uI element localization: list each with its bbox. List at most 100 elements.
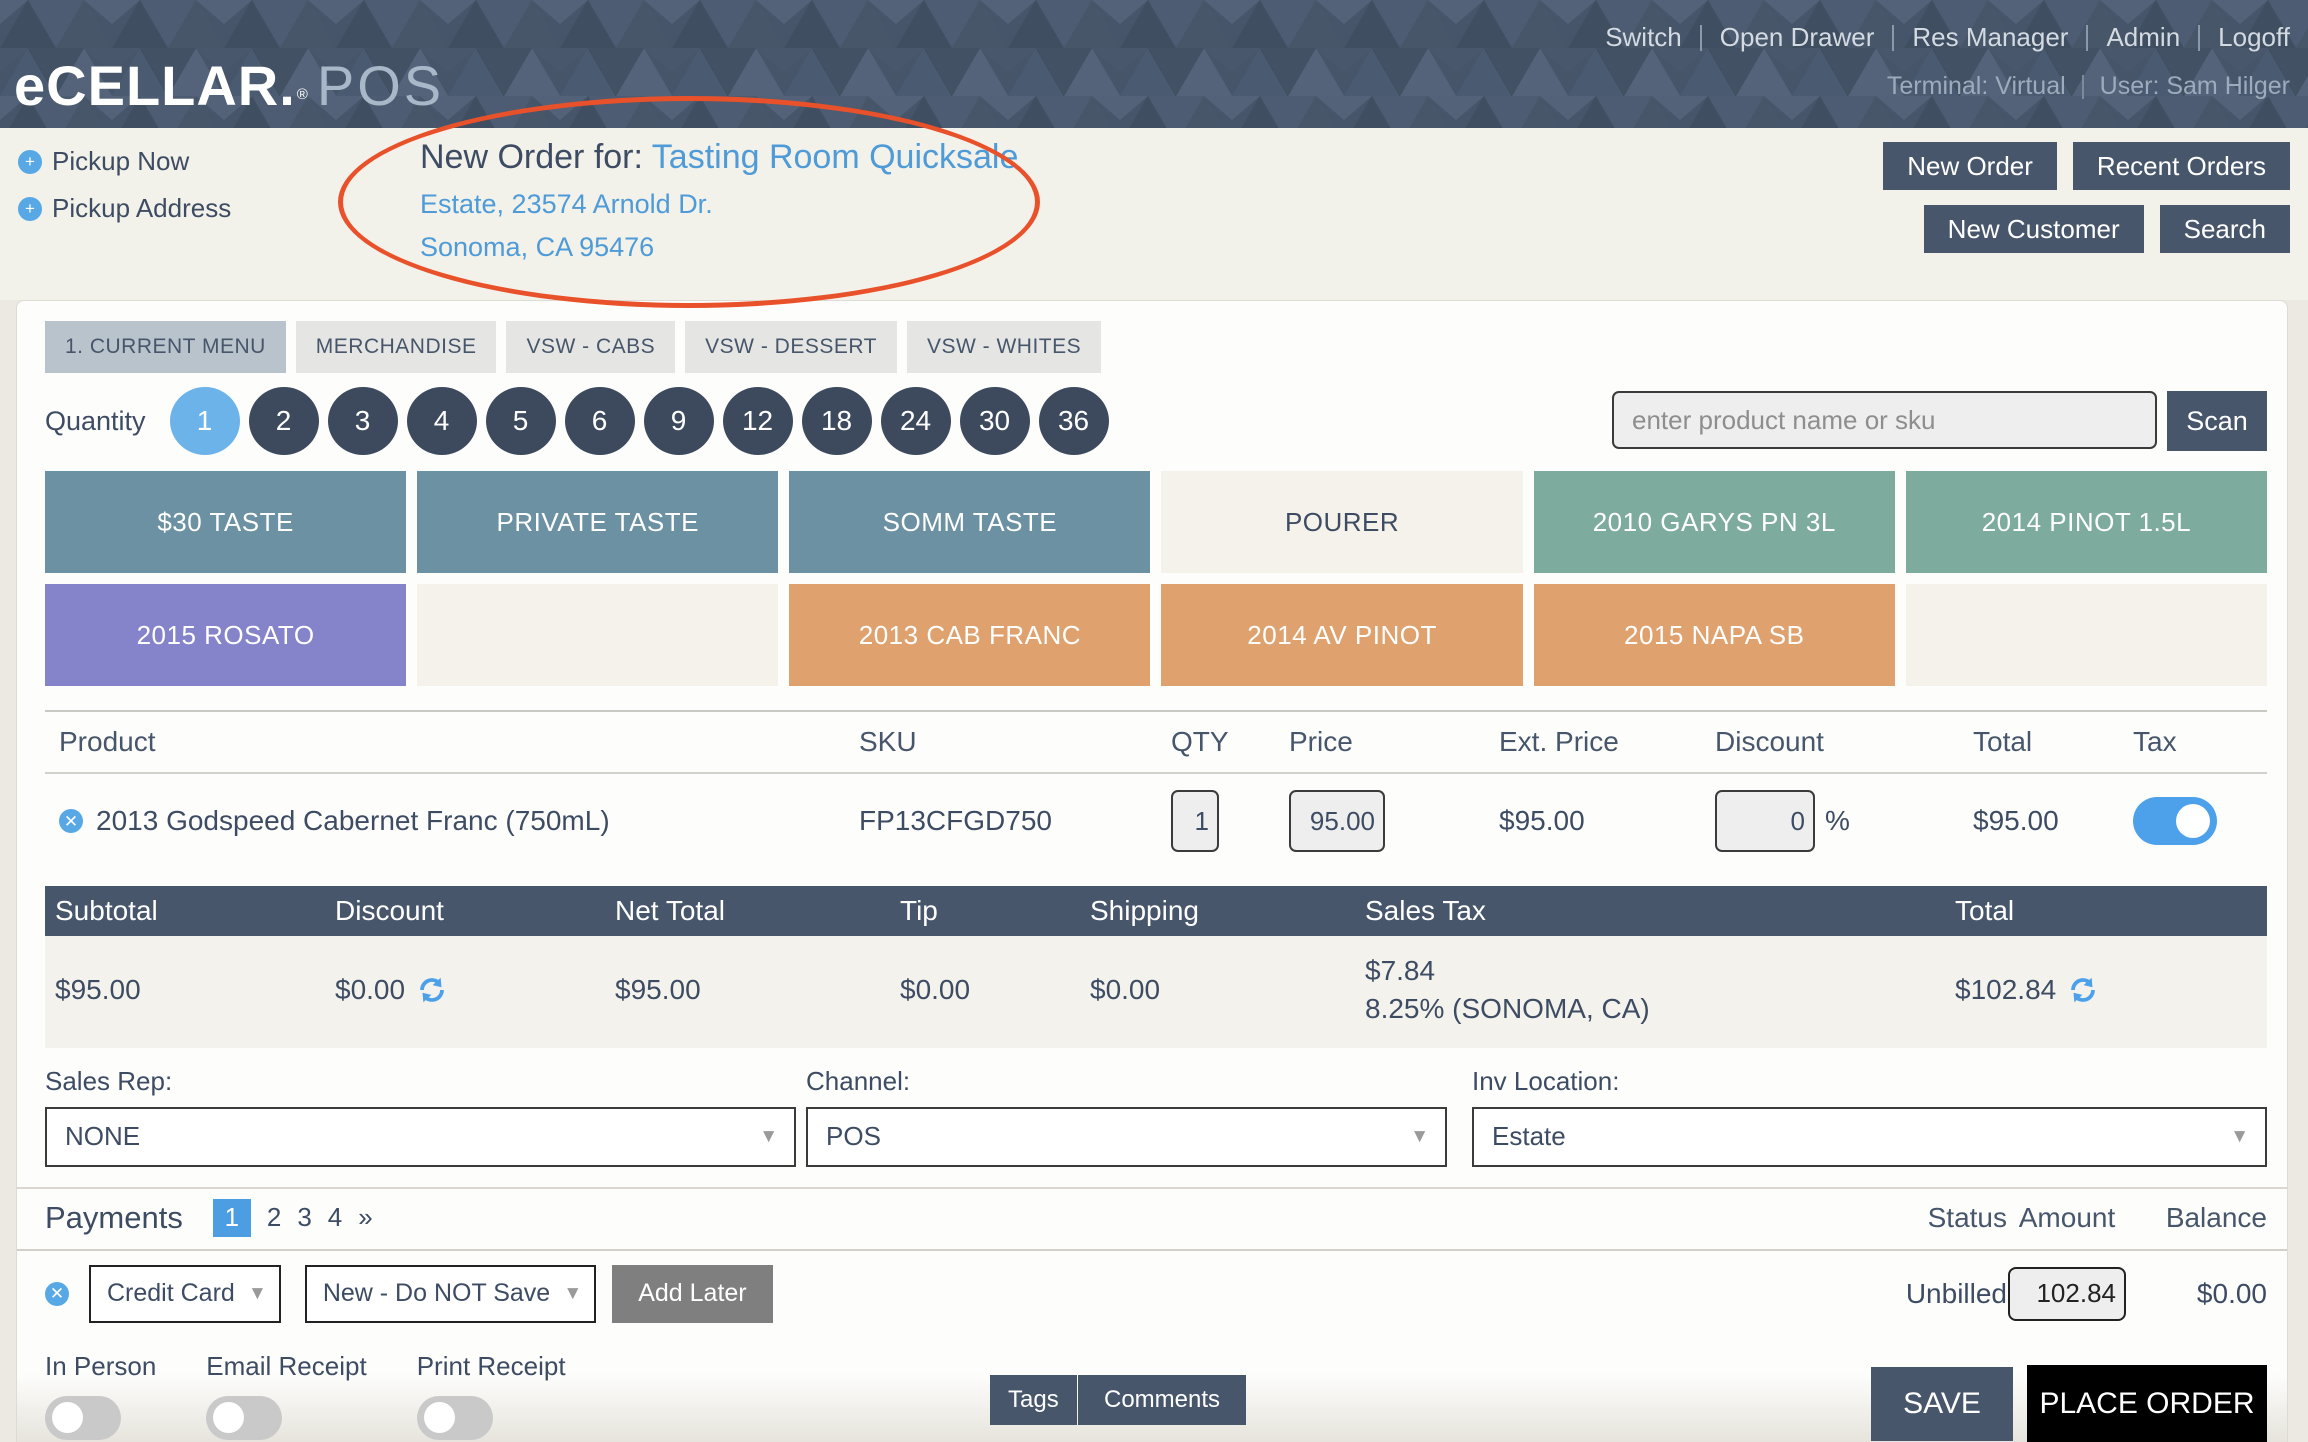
nav-link-logoff[interactable]: Logoff	[2218, 22, 2290, 52]
new-customer-button[interactable]: New Customer	[1923, 205, 2144, 253]
chevron-down-icon: ▼	[1410, 1125, 1429, 1147]
product-tile-pourer[interactable]: POURER	[1161, 471, 1523, 573]
chevron-down-icon: ▼	[248, 1282, 267, 1304]
tab-vsw-whites[interactable]: VSW - WHITES	[906, 321, 1102, 373]
pickup-now-link[interactable]: + Pickup Now	[18, 146, 231, 177]
product-tile-private-taste[interactable]: PRIVATE TASTE	[417, 471, 779, 573]
order-action-buttons: New Order Recent Orders New Customer Sea…	[1883, 142, 2290, 253]
terminal-label: Terminal: Virtual	[1886, 72, 2066, 100]
tab-current-menu[interactable]: 1. CURRENT MENU	[45, 321, 286, 373]
col-qty: QTY	[1171, 726, 1229, 757]
top-nav: Switch Open Drawer Res Manager Admin Log…	[1605, 22, 2290, 53]
email-receipt-toggle[interactable]	[206, 1395, 283, 1440]
tab-vsw-cabs[interactable]: VSW - CABS	[506, 321, 676, 373]
pickup-now-label: Pickup Now	[52, 146, 190, 176]
quantity-pill-36[interactable]: 36	[1038, 387, 1109, 455]
product-grid: $30 TASTE PRIVATE TASTE SOMM TASTE POURE…	[45, 471, 2267, 686]
order-settings-row: Sales Rep: NONE ▼ Channel: POS ▼ Inv Loc…	[45, 1066, 2267, 1167]
tab-merchandise[interactable]: MERCHANDISE	[295, 321, 497, 373]
tags-button[interactable]: Tags	[990, 1374, 1077, 1425]
in-person-toggle[interactable]	[45, 1395, 121, 1440]
quantity-pill-3[interactable]: 3	[327, 387, 398, 455]
line-discount-input[interactable]	[1715, 790, 1815, 852]
summary-values: $95.00 $0.00 $95.00 $0.00 $0.00 $7.84 8.…	[45, 936, 2267, 1048]
quantity-pill-2[interactable]: 2	[248, 387, 319, 455]
nav-link-switch[interactable]: Switch	[1605, 22, 1682, 52]
remove-line-icon[interactable]: ✕	[59, 809, 83, 833]
sum-col-tip: Tip	[900, 895, 938, 926]
payment-card-select[interactable]: New - Do NOT Save ▼	[304, 1264, 597, 1323]
place-order-button[interactable]: PLACE ORDER	[2027, 1364, 2267, 1442]
payments-page-3[interactable]: 3	[297, 1202, 312, 1233]
payment-row: ✕ Credit Card ▼ New - Do NOT Save ▼ Add …	[45, 1251, 2267, 1341]
cart-header-row: Product SKU QTY Price Ext. Price Discoun…	[45, 710, 2267, 774]
search-button[interactable]: Search	[2159, 205, 2290, 253]
sales-rep-label: Sales Rep:	[45, 1065, 173, 1096]
pickup-address-link[interactable]: + Pickup Address	[18, 193, 231, 224]
product-tile-30-taste[interactable]: $30 TASTE	[45, 471, 407, 573]
remove-payment-icon[interactable]: ✕	[45, 1281, 69, 1306]
product-tile-2015-rosato[interactable]: 2015 ROSATO	[45, 584, 407, 686]
product-search-group: Scan	[1612, 391, 2267, 451]
payments-page-next[interactable]: »	[358, 1202, 373, 1233]
quantity-pill-24[interactable]: 24	[880, 387, 951, 455]
payment-method-select[interactable]: Credit Card ▼	[89, 1264, 281, 1323]
nav-link-admin[interactable]: Admin	[2106, 22, 2181, 52]
customer-name-link[interactable]: Tasting Room Quicksale	[651, 138, 1019, 176]
quantity-pill-1[interactable]: 1	[169, 387, 240, 455]
in-person-label: In Person	[45, 1350, 157, 1381]
quantity-pill-6[interactable]: 6	[564, 387, 635, 455]
menu-tabs: 1. CURRENT MENU MERCHANDISE VSW - CABS V…	[45, 321, 2267, 373]
order-title: New Order for: Tasting Room Quicksale	[420, 138, 1018, 177]
payment-amount-input[interactable]	[2008, 1266, 2126, 1321]
product-tile-2014-pinot-15l[interactable]: 2014 PINOT 1.5L	[1905, 471, 2267, 573]
payments-page-2[interactable]: 2	[266, 1202, 282, 1233]
product-tile-2014-av-pinot[interactable]: 2014 AV PINOT	[1161, 584, 1523, 686]
quantity-pill-9[interactable]: 9	[643, 387, 714, 455]
line-qty-input[interactable]	[1171, 790, 1219, 852]
quantity-pill-12[interactable]: 12	[722, 387, 793, 455]
line-price-input[interactable]	[1289, 790, 1385, 852]
channel-select[interactable]: POS ▼	[806, 1106, 1447, 1167]
quantity-pill-4[interactable]: 4	[406, 387, 477, 455]
summary-header: Subtotal Discount Net Total Tip Shipping…	[45, 886, 2267, 936]
chevron-down-icon: ▼	[563, 1282, 583, 1304]
add-later-button[interactable]: Add Later	[612, 1264, 773, 1323]
quantity-pill-5[interactable]: 5	[485, 387, 556, 455]
payments-page-4[interactable]: 4	[327, 1202, 343, 1233]
product-tile-somm-taste[interactable]: SOMM TASTE	[789, 471, 1151, 573]
col-sku: SKU	[859, 726, 917, 757]
refresh-discount-icon[interactable]	[417, 975, 447, 1005]
customer-address-line1: Estate, 23574 Arnold Dr.	[420, 189, 713, 219]
comments-button[interactable]: Comments	[1078, 1374, 1247, 1425]
sales-rep-select[interactable]: NONE ▼	[45, 1106, 796, 1167]
quantity-label: Quantity	[45, 405, 146, 436]
nav-link-res-manager[interactable]: Res Manager	[1912, 22, 2069, 52]
sum-col-subtotal: Subtotal	[55, 895, 158, 926]
quantity-pill-30[interactable]: 30	[959, 387, 1030, 455]
scan-button[interactable]: Scan	[2167, 391, 2267, 451]
product-tile-2015-napa-sb[interactable]: 2015 NAPA SB	[1533, 584, 1895, 686]
line-tax-toggle[interactable]	[2133, 797, 2217, 845]
logo-secondary: POS	[316, 54, 445, 117]
new-order-button[interactable]: New Order	[1883, 142, 2057, 190]
inv-location-select[interactable]: Estate ▼	[1472, 1106, 2267, 1167]
product-tile-2010-garys-pn-3l[interactable]: 2010 GARYS PN 3L	[1533, 471, 1895, 573]
refresh-total-icon[interactable]	[2068, 975, 2098, 1005]
order-title-block: New Order for: Tasting Room Quicksale Es…	[420, 138, 1018, 263]
chevron-down-icon: ▼	[759, 1125, 778, 1147]
chevron-down-icon: ▼	[2230, 1125, 2249, 1147]
print-receipt-toggle[interactable]	[416, 1395, 493, 1440]
product-search-input[interactable]	[1612, 391, 2157, 449]
recent-orders-button[interactable]: Recent Orders	[2072, 142, 2290, 190]
payments-page-1[interactable]: 1	[212, 1198, 251, 1237]
save-button[interactable]: SAVE	[1871, 1366, 2013, 1441]
product-tile-2013-cab-franc[interactable]: 2013 CAB FRANC	[789, 584, 1151, 686]
col-discount: Discount	[1715, 726, 1824, 757]
cart-line-item: ✕ 2013 Godspeed Cabernet Franc (750mL) F…	[45, 774, 2267, 874]
nav-link-open-drawer[interactable]: Open Drawer	[1719, 22, 1875, 52]
app-logo: eCELLAR.® POS	[14, 53, 444, 118]
plus-icon: +	[18, 196, 42, 221]
tab-vsw-dessert[interactable]: VSW - DESSERT	[685, 321, 897, 373]
quantity-pill-18[interactable]: 18	[801, 387, 872, 455]
